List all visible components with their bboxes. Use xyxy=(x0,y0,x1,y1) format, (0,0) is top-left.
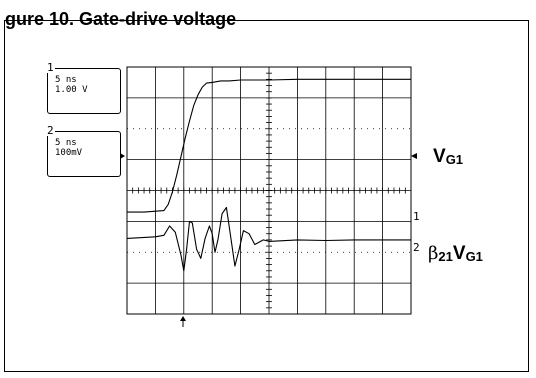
trigger-arrows xyxy=(120,153,417,327)
ch2-ground-marker: 2 xyxy=(413,241,420,254)
channel-2-number: 2 xyxy=(46,124,55,137)
left-level-arrow xyxy=(120,153,125,159)
channel-1-settings: 5 ns 1.00 V xyxy=(55,75,88,95)
right-level-arrow xyxy=(411,153,417,159)
channel-2-timebase: 5 ns xyxy=(55,138,77,148)
figure-frame: gure 10. Gate-drive voltage xyxy=(4,9,529,372)
channel-1-timebase: 5 ns xyxy=(55,75,77,85)
trigger-arrow-head xyxy=(180,316,186,321)
waveform-traces xyxy=(126,78,411,272)
waveform-trace-1 xyxy=(127,78,411,213)
vg1-subscript: G1 xyxy=(445,152,464,167)
vg1-main: V xyxy=(433,146,446,167)
figure-title: gure 10. Gate-drive voltage xyxy=(5,9,237,29)
channel-1-box: 1 5 ns 1.00 V xyxy=(46,62,121,114)
channel-1-scale: 1.00 V xyxy=(55,85,88,95)
beta-v-subscript: G1 xyxy=(465,249,483,264)
beta21-vg1-label: β21VG1 xyxy=(428,243,483,265)
vg1-label: VG1 xyxy=(433,146,463,168)
ch1-ground-marker: 1 xyxy=(413,210,420,223)
channel-2-scale: 100mV xyxy=(55,148,83,158)
beta-symbol: β xyxy=(428,243,439,264)
beta-subscript: 21 xyxy=(438,249,453,264)
graticule-grid xyxy=(126,66,412,315)
beta-v: V xyxy=(452,243,466,264)
channel-2-settings: 5 ns 100mV xyxy=(55,138,82,158)
channel-1-number: 1 xyxy=(46,61,55,74)
waveform-trace-2 xyxy=(126,206,411,272)
channel-2-box: 2 5 ns 100mV xyxy=(46,125,121,177)
